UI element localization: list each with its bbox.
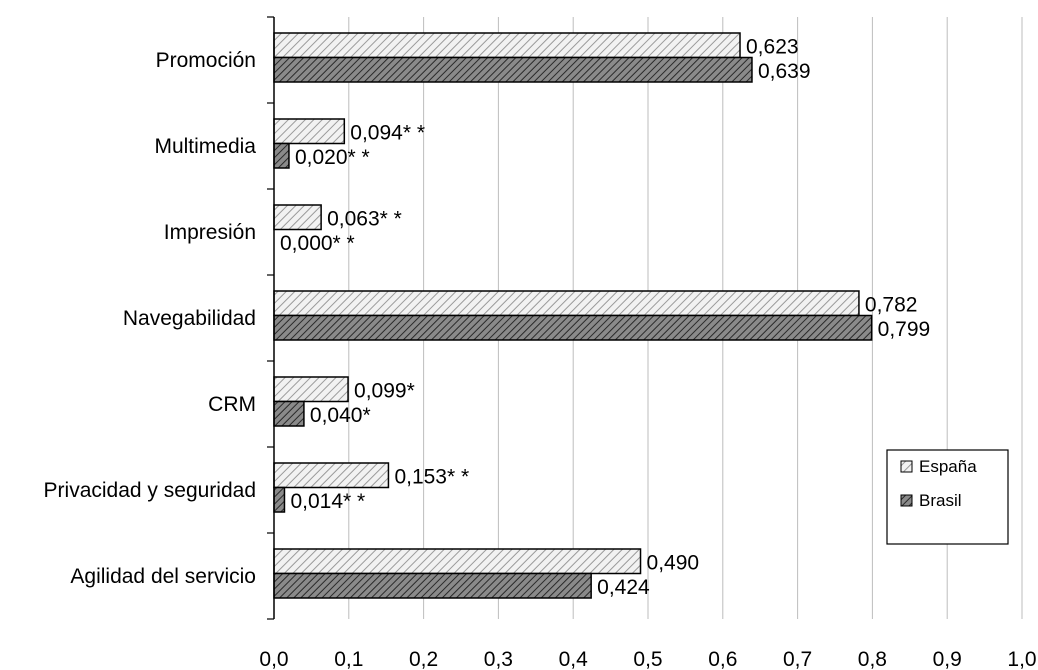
data-label-brasil-crm: 0,040*	[310, 404, 371, 427]
bar-brasil-crm	[273, 400, 305, 427]
data-label-brasil-impresion: 0,000* *	[280, 232, 355, 255]
bar-espana-navegabilidad	[273, 290, 860, 317]
bar-brasil-multimedia	[273, 142, 290, 169]
x-tick-label: 0,1	[334, 648, 363, 670]
bar-espana-multimedia	[273, 118, 346, 145]
x-tick-label: 1,0	[1007, 648, 1036, 670]
x-tick-label: 0,4	[559, 648, 589, 670]
data-label-espana-promocion: 0,623	[746, 36, 799, 59]
data-label-espana-multimedia: 0,094* *	[350, 122, 425, 145]
data-label-brasil-navegabilidad: 0,799	[878, 318, 931, 341]
x-tick-label: 0,2	[409, 648, 438, 670]
data-label-espana-agilidad-del-servicio: 0,490	[647, 552, 700, 575]
x-tick-label: 0,9	[933, 648, 962, 670]
bar-brasil-privacidad-y-seguridad	[273, 486, 286, 513]
data-label-espana-privacidad-y-seguridad: 0,153* *	[394, 466, 469, 489]
bar-brasil-agilidad-del-servicio	[273, 572, 592, 599]
data-label-brasil-privacidad-y-seguridad: 0,014* *	[290, 490, 365, 513]
labels: 0,0 0,1 0,2 0,3 0,4 0,5 0,6 0,7 0,8 0,9 1,0 Promoci…	[44, 36, 1037, 670]
category-label-impresion: Impresión	[164, 221, 256, 244]
bar-brasil-navegabilidad	[273, 314, 873, 341]
x-tick-label: 0,0	[259, 648, 288, 670]
x-tick-label: 0,5	[633, 648, 662, 670]
bar-espana-agilidad-del-servicio	[273, 548, 642, 575]
category-label-multimedia: Multimedia	[154, 135, 256, 158]
data-label-brasil-agilidad-del-servicio: 0,424	[597, 576, 650, 599]
x-tick-label: 0,8	[858, 648, 887, 670]
x-tick-label: 0,7	[783, 648, 812, 670]
bar-espana-privacidad-y-seguridad	[273, 462, 390, 489]
bar-espana-crm	[273, 376, 349, 403]
category-label-navegabilidad: Navegabilidad	[123, 307, 256, 330]
bar-espana-promocion	[273, 32, 741, 59]
category-label-agilidad-del-servicio: Agilidad del servicio	[70, 565, 256, 588]
axes	[267, 16, 275, 620]
x-tick-label: 0,3	[484, 648, 513, 670]
category-label-privacidad-y-seguridad: Privacidad y seguridad	[44, 479, 256, 502]
legend-label-espana: España	[919, 457, 977, 476]
bar-espana-impresion	[273, 204, 322, 231]
data-label-espana-impresion: 0,063* *	[327, 208, 402, 231]
data-label-brasil-multimedia: 0,020* *	[295, 146, 370, 169]
legend: España Brasil	[886, 449, 1009, 545]
bar-brasil-promocion	[273, 56, 753, 83]
data-label-espana-crm: 0,099*	[354, 380, 415, 403]
legend-swatch-espana	[900, 460, 913, 473]
category-label-promocion: Promoción	[156, 49, 256, 72]
legend-swatch-brasil	[900, 494, 913, 507]
category-label-crm: CRM	[208, 393, 256, 416]
data-label-espana-navegabilidad: 0,782	[865, 294, 918, 317]
x-tick-label: 0,6	[708, 648, 737, 670]
data-label-brasil-promocion: 0,639	[758, 60, 811, 83]
legend-label-brasil: Brasil	[919, 491, 962, 510]
